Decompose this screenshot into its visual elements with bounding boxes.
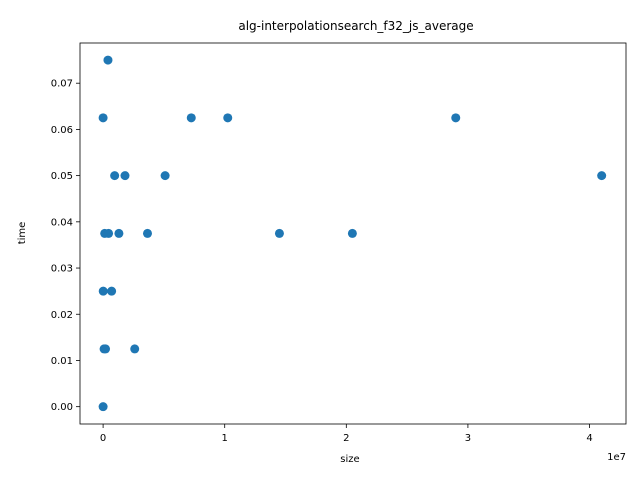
plot-frame bbox=[79, 42, 627, 425]
data-point bbox=[120, 171, 130, 181]
y-axis-ticks: 0.00 0.01 0.02 0.03 0.04 0.05 0.06 0.07 bbox=[51, 79, 80, 413]
y-axis-label: time bbox=[17, 222, 28, 245]
chart-title: alg-interpolationsearch_f32_js_average bbox=[238, 19, 473, 33]
y-tick-label: 0.01 bbox=[51, 356, 73, 367]
data-point bbox=[98, 402, 108, 412]
data-points bbox=[98, 55, 607, 412]
data-point bbox=[110, 171, 120, 181]
data-point bbox=[114, 228, 124, 238]
data-point bbox=[597, 171, 607, 181]
data-point bbox=[130, 344, 140, 354]
data-point bbox=[223, 113, 233, 123]
data-point bbox=[186, 113, 196, 123]
data-point bbox=[347, 228, 357, 238]
x-tick-label: 4 bbox=[586, 433, 592, 444]
y-tick-label: 0.04 bbox=[51, 217, 73, 228]
y-tick-label: 0.06 bbox=[51, 125, 73, 136]
data-point bbox=[160, 171, 170, 181]
x-axis-label: size bbox=[340, 454, 359, 465]
y-tick-label: 0.02 bbox=[51, 310, 73, 321]
x-tick-label: 2 bbox=[343, 433, 349, 444]
x-axis-offset-label: 1e7 bbox=[607, 452, 626, 463]
data-point bbox=[107, 286, 117, 296]
data-point bbox=[142, 228, 152, 238]
data-point bbox=[98, 286, 108, 296]
y-tick-label: 0.00 bbox=[51, 402, 73, 413]
y-tick-label: 0.07 bbox=[51, 79, 73, 90]
data-point bbox=[98, 113, 108, 123]
x-tick-label: 1 bbox=[222, 433, 228, 444]
data-point bbox=[274, 228, 284, 238]
x-axis-ticks: 0 1 2 3 4 bbox=[100, 424, 593, 444]
y-tick-label: 0.05 bbox=[51, 171, 73, 182]
data-point bbox=[104, 228, 114, 238]
x-tick-label: 3 bbox=[465, 433, 471, 444]
data-point bbox=[451, 113, 461, 123]
data-point bbox=[103, 55, 113, 65]
x-tick-label: 0 bbox=[100, 433, 106, 444]
y-tick-label: 0.03 bbox=[51, 264, 73, 275]
data-point bbox=[101, 344, 111, 354]
